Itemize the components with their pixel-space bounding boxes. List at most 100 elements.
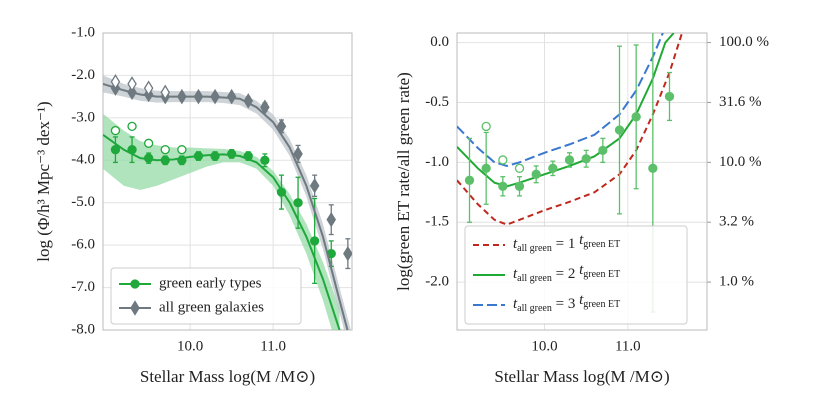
circle-marker [514, 163, 525, 173]
y-tick-label: -1.0 [425, 154, 449, 170]
legend-label-part: = 1 [552, 236, 579, 252]
y-tick-label: -2.0 [71, 67, 95, 83]
plot-frame [102, 32, 353, 331]
y-tick-label: 0.0 [430, 34, 449, 50]
circle-marker [481, 163, 491, 173]
circle-marker [464, 175, 475, 185]
fit-line [457, 33, 675, 188]
plot-area [103, 74, 352, 330]
legend-label: green early types [159, 275, 262, 291]
legend-label-part: t [513, 266, 518, 282]
circle-marker [177, 145, 187, 155]
diamond-marker [110, 74, 121, 90]
legend-label-part: t [579, 292, 584, 308]
y2-tick-label: 10.0 % [719, 154, 762, 170]
legend-label-part: = 3 [552, 296, 579, 312]
y-tick-label: -8.0 [71, 321, 95, 337]
circle-marker [127, 121, 137, 131]
legend-label-part: = 2 [552, 266, 579, 282]
y-tick-label: -1.0 [71, 24, 95, 40]
legend-label-part: all green [517, 303, 552, 314]
y2-tick-label: 100.0 % [719, 34, 769, 50]
circle-marker [648, 163, 658, 173]
circle-marker [664, 91, 675, 102]
diamond-marker [243, 93, 254, 109]
x-tick-label: 11.0 [615, 338, 641, 354]
circle-marker [210, 151, 220, 161]
y-tick-label: -3.0 [71, 109, 95, 125]
circle-marker [598, 145, 608, 156]
y-tick-label: -6.0 [71, 237, 95, 253]
circle-marker [531, 169, 541, 179]
legend-label-part: t [513, 296, 518, 312]
diamond-marker [127, 84, 137, 101]
legend-label-part: green ET [583, 239, 620, 250]
legend-label: tall green = 2 tgreen ET [513, 262, 620, 284]
fit-line [457, 33, 664, 167]
legend-label-part: green ET [583, 269, 620, 280]
y-axis-label: log (Φ/h³ Mpc⁻³ dex⁻¹) [34, 101, 53, 261]
legend-label: tall green = 1 tgreen ET [513, 232, 620, 254]
diamond-marker [193, 88, 204, 105]
circle-marker [160, 145, 170, 155]
legend-box [110, 267, 302, 325]
legend-label-part: green ET [583, 299, 620, 310]
circle-marker [127, 145, 137, 155]
legend-label-part: t [579, 262, 584, 278]
circle-marker [481, 121, 491, 132]
legend-box [464, 225, 688, 325]
legend-label-part: t [579, 232, 584, 248]
circle-marker [177, 155, 187, 165]
circle-marker [548, 163, 558, 173]
circle-marker [309, 236, 320, 246]
y2-tick-label: 31.6 % [719, 94, 762, 110]
circle-marker [614, 125, 625, 135]
x-tick-label: 10.0 [177, 338, 203, 354]
x-tick-label: 10.0 [531, 338, 557, 354]
y-tick-label: -7.0 [71, 279, 95, 295]
circle-marker [143, 138, 154, 148]
y-tick-label: -4.0 [71, 152, 95, 168]
legend-label-part: all green [517, 273, 552, 284]
legend-marker [130, 279, 140, 289]
circle-marker [110, 125, 121, 136]
diamond-marker [343, 245, 352, 262]
x-axis-label: Stellar Mass log(M /M⊙) [140, 367, 315, 386]
circle-marker [498, 155, 508, 165]
circle-marker [110, 145, 121, 155]
diamond-marker [160, 84, 171, 101]
circle-marker [226, 149, 237, 159]
y-axis-label: log(green ET rate/all green rate) [394, 72, 413, 291]
x-axis-label: Stellar Mass log(M /M⊙) [494, 367, 669, 386]
circle-marker [276, 187, 287, 197]
diamond-marker [293, 146, 303, 162]
diamond-marker [127, 76, 137, 92]
legend-label-part: all green [517, 243, 552, 254]
circle-marker [564, 155, 575, 165]
diamond-marker [326, 211, 337, 228]
diamond-marker [226, 88, 237, 105]
circle-marker [243, 151, 253, 161]
diamond-marker [260, 99, 270, 115]
circle-marker [143, 153, 154, 163]
circle-marker [581, 154, 591, 164]
confidence-band [103, 113, 340, 330]
diamond-marker [276, 118, 287, 135]
diamond-marker [177, 88, 187, 105]
y-tick-label: -5.0 [71, 194, 95, 210]
y-tick-label: -1.5 [425, 214, 449, 230]
x-tick-label: 11.0 [260, 338, 286, 354]
diamond-marker [210, 88, 220, 105]
y2-tick-label: 3.2 % [719, 214, 754, 230]
circle-marker [293, 198, 303, 208]
y2-tick-label: 1.0 % [719, 274, 754, 290]
circle-marker [260, 155, 270, 165]
circle-marker [631, 112, 641, 122]
y-tick-label: -0.5 [425, 94, 449, 110]
circle-marker [160, 155, 170, 165]
circle-marker [193, 151, 204, 161]
confidence-band [103, 75, 351, 330]
legend-marker [130, 300, 140, 316]
